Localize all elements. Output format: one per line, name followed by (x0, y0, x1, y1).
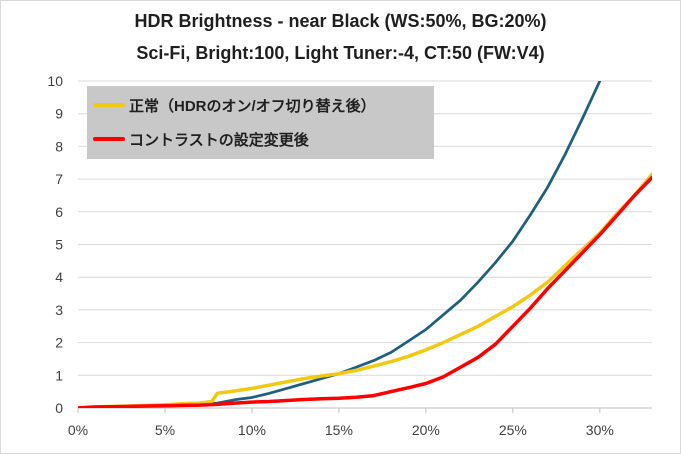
legend-box (87, 86, 434, 159)
y-tick-label: 2 (55, 335, 63, 351)
y-tick-label: 3 (55, 302, 63, 318)
legend-label: コントラストの設定変更後 (129, 131, 310, 149)
y-tick-label: 7 (55, 171, 63, 187)
x-tick-label: 20% (412, 422, 440, 438)
y-tick-label: 8 (55, 138, 63, 154)
y-tick-label: 10 (47, 73, 63, 89)
legend-label: 正常（HDRのオン/オフ切り替え後） (129, 97, 376, 115)
y-tick-label: 0 (55, 400, 63, 416)
y-tick-label: 1 (55, 367, 63, 383)
series-line-2 (78, 172, 652, 408)
series-line-3 (78, 175, 652, 408)
x-tick-label: 10% (238, 422, 266, 438)
x-tick-label: 0% (68, 422, 88, 438)
chart-subtitle: Sci-Fi, Bright:100, Light Tuner:-4, CT:5… (136, 43, 545, 63)
chart-title: HDR Brightness - near Black (WS:50%, BG:… (134, 11, 547, 31)
x-tick-label: 15% (325, 422, 353, 438)
y-tick-label: 9 (55, 106, 63, 122)
x-tick-label: 30% (586, 422, 614, 438)
x-tick-label: 5% (155, 422, 175, 438)
y-tick-label: 4 (55, 269, 63, 285)
x-tick-label: 25% (499, 422, 527, 438)
y-tick-label: 6 (55, 204, 63, 220)
y-tick-label: 5 (55, 237, 63, 253)
